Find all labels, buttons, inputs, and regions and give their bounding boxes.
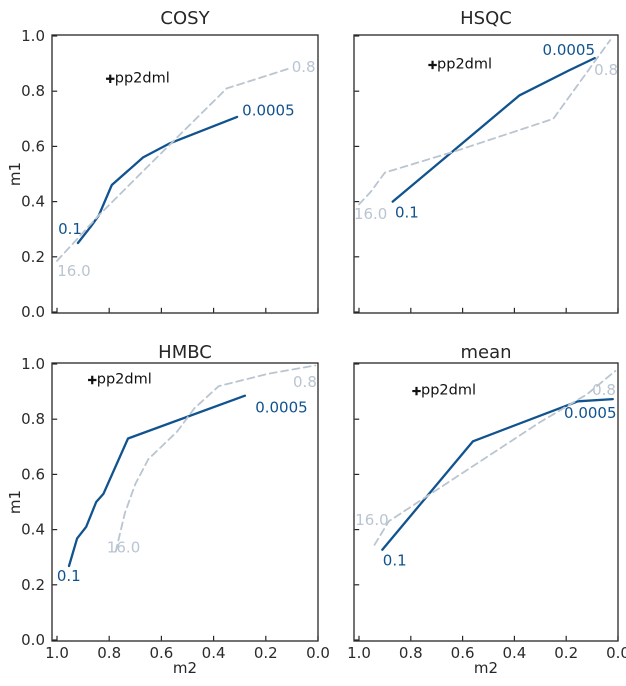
x-tick-label: 1.0 (45, 644, 69, 662)
axes-frame (353, 34, 619, 314)
y-axis-label: m1 (6, 489, 24, 515)
x-tick-label: 1.0 (347, 644, 371, 662)
plot-title-mean: mean (460, 343, 512, 363)
subplot-hmbc: HMBC 1.0 0.8 0.6 0.4 0.2 0.0 0.0 0.2 0.4 0.6 0.8 1.… (0, 343, 330, 686)
x-axis-label: m2 (172, 659, 198, 677)
subplot-hsqc: HSQC 0.1 0.0005 16.0 0.8 pp2dml (330, 0, 626, 343)
solid-line (67, 394, 247, 568)
y-tick-label: 0.0 (21, 631, 45, 649)
axes-frame (353, 362, 619, 642)
series-endpoint-label: 16.0 (355, 511, 388, 529)
series-endpoint-label: 0.1 (57, 567, 81, 585)
plot-title-cosy: COSY (160, 8, 210, 29)
y-tick-label: 0.8 (21, 410, 45, 428)
x-axis-label: m2 (473, 659, 499, 677)
dashed-line (114, 364, 317, 553)
series-endpoint-label: 16.0 (354, 205, 387, 223)
y-tick-label: 0.4 (21, 193, 45, 211)
plot-canvas-hmbc: 1.0 0.8 0.6 0.4 0.2 0.0 0.0 0.2 0.4 0.6 0.8 1.0 0.1 0… (21, 355, 330, 662)
plot-title-hmbc: HMBC (158, 343, 212, 363)
subplot-cosy: COSY 0.0 0.2 0.4 0.6 0.8 1.0 0.1 0.0005 16.0 0.8 p… (0, 0, 330, 343)
series-endpoint-label: 0.1 (58, 220, 82, 238)
axes-frame (51, 34, 319, 314)
plot-canvas-hsqc: 0.1 0.0005 16.0 0.8 pp2dml (353, 34, 619, 314)
dashed-line (56, 66, 293, 262)
series-endpoint-label: 0.8 (592, 381, 616, 399)
plot-canvas-mean: 1.0 0.8 0.6 0.4 0.2 0.0 0.1 0.0005 16.0 0.8 pp2dml (347, 362, 626, 662)
dashed-line (373, 369, 617, 546)
y-tick-label: 1.0 (21, 27, 45, 45)
x-tick-label: 0.6 (149, 644, 173, 662)
x-tick-label: 0.2 (554, 644, 578, 662)
pp2dml-label: pp2dml (97, 372, 152, 388)
x-tick-label: 0.4 (502, 644, 526, 662)
pp2dml-marker-icon (106, 74, 115, 83)
pp2dml-label: pp2dml (421, 383, 476, 399)
pp2dml-marker-icon (88, 375, 97, 385)
y-tick-label: 0.2 (21, 248, 45, 266)
y-tick-label: 0.4 (21, 521, 45, 539)
solid-line (76, 115, 239, 245)
series-endpoint-label: 16.0 (107, 539, 140, 557)
series-endpoint-label: 0.0005 (564, 404, 617, 422)
dashed-line (358, 39, 612, 206)
series-endpoint-label: 0.0005 (543, 41, 596, 59)
solid-line (391, 56, 596, 203)
y-tick-label: 0.0 (21, 303, 45, 321)
y-tick-label: 0.6 (21, 137, 45, 155)
y-tick-label: 1.0 (21, 355, 45, 373)
series-endpoint-label: 0.8 (594, 61, 618, 79)
axes-frame (51, 362, 319, 642)
series-endpoint-label: 0.8 (293, 373, 317, 391)
x-tick-label: 0.0 (306, 644, 330, 662)
y-tick-label: 0.2 (21, 576, 45, 594)
series-endpoint-label: 16.0 (57, 262, 90, 280)
pp2dml-marker-icon (412, 386, 421, 396)
series-endpoint-label: 0.1 (395, 204, 419, 222)
pp2dml-marker-icon (428, 60, 437, 70)
y-tick-label: 0.6 (21, 465, 45, 483)
x-tick-label: 0.0 (606, 644, 626, 662)
pp2dml-label: pp2dml (115, 70, 170, 86)
y-axis-label: m1 (6, 161, 24, 187)
series-endpoint-label: 0.8 (292, 58, 316, 76)
x-tick-label: 0.4 (202, 644, 226, 662)
series-endpoint-label: 0.0005 (242, 102, 295, 120)
x-tick-label: 0.2 (254, 644, 278, 662)
x-tick-label: 0.8 (97, 644, 121, 662)
series-endpoint-label: 0.1 (383, 552, 407, 570)
pp2dml-label: pp2dml (437, 56, 492, 72)
series-endpoint-label: 0.0005 (255, 398, 308, 416)
x-tick-label: 0.6 (451, 644, 475, 662)
plot-canvas-cosy: 0.0 0.2 0.4 0.6 0.8 1.0 0.1 0.0005 16.0 0.8 pp2dml (21, 27, 319, 321)
x-tick-label: 0.8 (399, 644, 423, 662)
subplot-mean: mean 1.0 0.8 0.6 0.4 0.2 0.0 0.1 0.0005 16.0 0.8 p… (330, 343, 626, 686)
plot-title-hsqc: HSQC (460, 8, 512, 29)
y-tick-label: 0.8 (21, 82, 45, 100)
